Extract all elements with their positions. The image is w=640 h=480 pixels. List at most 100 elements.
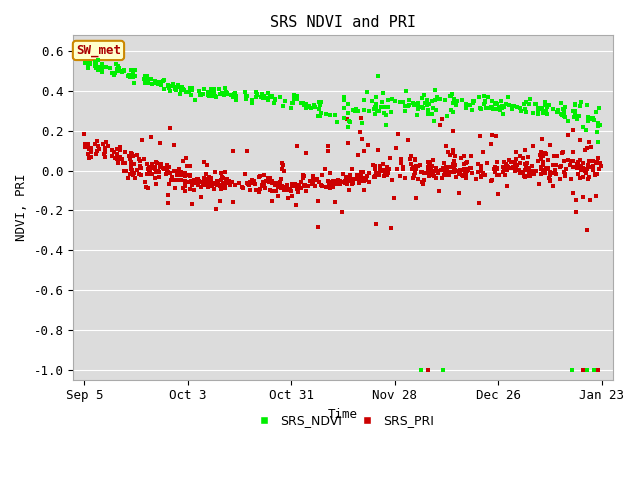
- Point: [593, 138, 603, 145]
- Point: [289, 95, 300, 103]
- Point: [543, 156, 554, 164]
- Point: [141, 160, 152, 168]
- Point: [276, 175, 286, 182]
- Point: [222, 180, 232, 187]
- Point: [376, 104, 386, 111]
- Point: [573, 158, 583, 166]
- Point: [161, 170, 171, 178]
- Point: [440, 171, 450, 179]
- Point: [524, 100, 534, 108]
- Point: [468, 97, 479, 105]
- Point: [449, 99, 459, 107]
- Point: [403, 103, 413, 110]
- Point: [241, 93, 252, 100]
- Point: [159, 85, 169, 93]
- Point: [393, 131, 403, 138]
- Point: [83, 64, 93, 72]
- Point: [217, 181, 227, 189]
- Point: [461, 170, 471, 178]
- Point: [230, 89, 240, 97]
- Point: [188, 180, 198, 187]
- Point: [476, 106, 486, 113]
- Point: [206, 85, 216, 93]
- Point: [474, 93, 484, 101]
- Point: [395, 98, 405, 106]
- Point: [292, 92, 302, 100]
- Point: [253, 173, 264, 181]
- Point: [176, 168, 186, 176]
- Point: [219, 91, 229, 99]
- Point: [328, 183, 339, 191]
- Point: [533, 104, 543, 112]
- Point: [271, 187, 281, 194]
- Point: [148, 164, 158, 172]
- Point: [468, 97, 479, 105]
- Point: [449, 168, 459, 175]
- Point: [246, 179, 257, 187]
- Point: [249, 177, 259, 184]
- Point: [262, 94, 272, 101]
- Point: [428, 167, 438, 175]
- Point: [206, 91, 216, 98]
- Point: [217, 174, 227, 181]
- Point: [164, 163, 174, 171]
- Point: [382, 167, 392, 174]
- Point: [333, 179, 343, 187]
- Point: [593, 155, 604, 162]
- Point: [444, 92, 454, 99]
- Point: [165, 169, 175, 177]
- Point: [542, 110, 552, 118]
- Point: [568, 157, 578, 165]
- Point: [538, 166, 548, 174]
- Point: [556, 110, 566, 118]
- Point: [262, 174, 273, 182]
- Point: [276, 183, 286, 191]
- Point: [140, 72, 150, 80]
- Point: [523, 166, 533, 174]
- Point: [509, 162, 520, 169]
- Point: [431, 174, 441, 182]
- Point: [373, 146, 383, 154]
- Point: [156, 82, 166, 89]
- Point: [348, 106, 358, 114]
- Point: [86, 153, 96, 160]
- Point: [214, 85, 225, 93]
- Point: [255, 172, 266, 180]
- Point: [364, 179, 374, 186]
- Point: [594, 104, 604, 111]
- Point: [80, 140, 90, 148]
- Point: [483, 94, 493, 101]
- Point: [266, 92, 276, 100]
- Point: [285, 185, 295, 192]
- Point: [422, 96, 432, 104]
- Point: [288, 181, 298, 189]
- Point: [370, 163, 380, 170]
- Point: [278, 161, 288, 168]
- Point: [260, 178, 271, 185]
- Point: [118, 159, 128, 167]
- Point: [338, 178, 348, 185]
- Point: [85, 59, 95, 67]
- Point: [577, 123, 588, 131]
- Point: [130, 66, 140, 74]
- Point: [230, 93, 241, 100]
- Point: [498, 168, 508, 175]
- Point: [81, 59, 92, 66]
- Point: [151, 180, 161, 188]
- Point: [126, 149, 136, 156]
- Point: [568, 190, 578, 197]
- Point: [184, 178, 194, 186]
- Point: [408, 171, 419, 179]
- Point: [404, 101, 414, 108]
- Point: [511, 161, 522, 169]
- Point: [544, 174, 554, 181]
- Point: [508, 105, 518, 113]
- Point: [307, 180, 317, 188]
- Point: [547, 182, 557, 190]
- Point: [263, 89, 273, 96]
- Point: [521, 163, 531, 171]
- Point: [588, 157, 598, 165]
- Point: [348, 175, 358, 183]
- Point: [588, 162, 598, 169]
- Point: [275, 183, 285, 191]
